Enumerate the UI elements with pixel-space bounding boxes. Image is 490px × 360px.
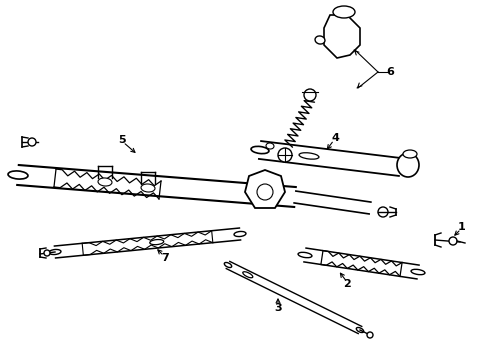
Ellipse shape [299, 153, 319, 159]
Ellipse shape [150, 239, 164, 245]
Ellipse shape [333, 6, 355, 18]
Ellipse shape [243, 272, 253, 278]
Ellipse shape [98, 178, 112, 186]
Ellipse shape [403, 150, 417, 158]
Text: 7: 7 [161, 253, 169, 263]
Ellipse shape [356, 328, 364, 333]
Ellipse shape [49, 249, 61, 255]
Ellipse shape [378, 207, 388, 217]
Ellipse shape [397, 153, 419, 177]
Text: 3: 3 [274, 303, 282, 313]
Text: 6: 6 [386, 67, 394, 77]
Ellipse shape [411, 269, 425, 275]
Ellipse shape [278, 148, 292, 162]
Ellipse shape [234, 231, 246, 237]
Ellipse shape [8, 171, 28, 179]
Ellipse shape [224, 262, 232, 267]
Polygon shape [324, 15, 360, 58]
Ellipse shape [28, 138, 36, 146]
Ellipse shape [251, 147, 269, 154]
Text: 2: 2 [343, 279, 351, 289]
Ellipse shape [315, 36, 325, 44]
Polygon shape [245, 170, 285, 208]
Ellipse shape [257, 184, 273, 200]
Text: 4: 4 [331, 133, 339, 143]
Ellipse shape [266, 143, 274, 149]
Ellipse shape [367, 332, 373, 338]
Ellipse shape [304, 89, 316, 101]
Ellipse shape [298, 252, 312, 258]
Ellipse shape [449, 237, 457, 245]
Text: 5: 5 [118, 135, 126, 145]
Text: 1: 1 [458, 222, 466, 232]
Ellipse shape [44, 250, 50, 256]
Ellipse shape [141, 184, 155, 192]
